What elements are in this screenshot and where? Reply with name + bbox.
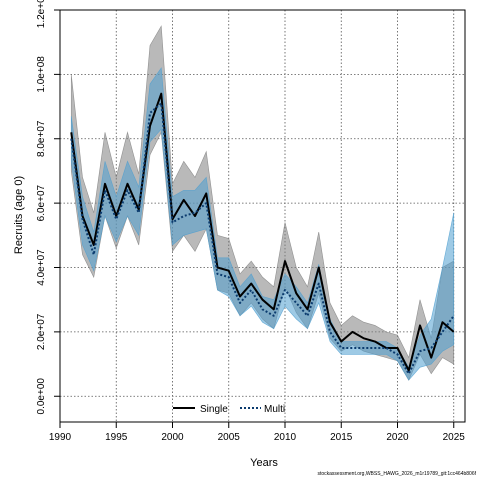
y-tick-label: 1.0e+08 [36,56,47,93]
y-tick-label: 0.0e+00 [36,378,47,415]
legend-multi-label: Multi [264,404,285,415]
y-tick-label: 2.0e+07 [36,313,47,350]
x-tick-label: 2000 [161,432,184,443]
line-multi [70,102,455,375]
x-tick-label: 1995 [105,432,128,443]
y-axis: 0.0e+00 2.0e+07 4.0e+07 6.0e+07 8.0e+07 1.0e+… [36,0,61,415]
x-tick-label: 2010 [274,432,297,443]
legend: Single Multi [173,404,285,415]
x-tick-label: 2005 [218,432,241,443]
x-tick-label: 1990 [49,432,72,443]
y-axis-title: Recruits (age 0) [13,176,25,254]
band-multi [70,67,455,381]
x-axis: 1990 1995 2000 2005 2010 2015 2020 2025 [49,421,466,443]
legend-single-label: Single [200,404,228,415]
y-tick-label: 6.0e+07 [36,184,47,221]
series-lines [70,92,455,375]
y-tick-label: 4.0e+07 [36,249,47,286]
footer-source: stockassessment.org,WBSS_HAWG_2026_m1r19… [317,471,476,477]
line-single [70,92,455,372]
y-tick-label: 8.0e+07 [36,120,47,157]
band-single [70,25,455,381]
x-tick-label: 2015 [330,432,353,443]
x-tick-label: 2025 [443,432,466,443]
x-axis-title: Years [250,457,278,469]
x-tick-label: 2020 [386,432,409,443]
y-tick-label: 1.2e+08 [36,0,47,28]
